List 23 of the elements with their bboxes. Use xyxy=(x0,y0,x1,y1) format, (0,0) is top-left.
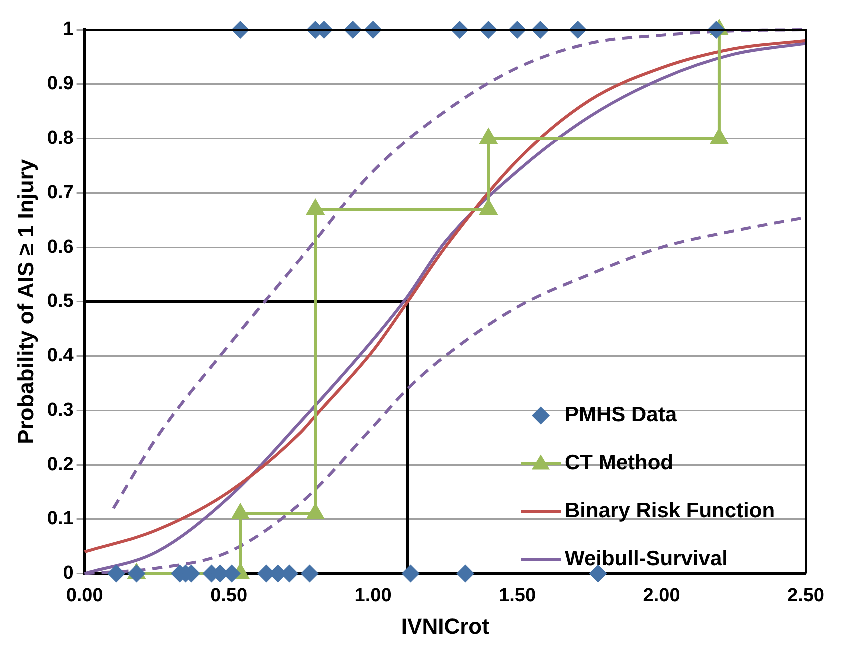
x-tick-label: 1.50 xyxy=(499,585,536,606)
x-tick-label: 0.50 xyxy=(210,585,248,606)
x-tick-label: 0.00 xyxy=(66,585,104,606)
legend-label: Weibull-Survival xyxy=(565,548,728,571)
y-tick-label: 1 xyxy=(63,19,74,40)
x-tick-label: 1.00 xyxy=(354,585,392,606)
y-tick-label: 0.9 xyxy=(47,74,74,95)
x-tick-label: 2.00 xyxy=(643,585,680,606)
x-tick-label: 2.50 xyxy=(788,585,824,606)
y-tick-label: 0.1 xyxy=(47,508,74,530)
y-tick-label: 0 xyxy=(63,563,74,584)
legend-label: PMHS Data xyxy=(565,404,678,427)
legend-label: Binary Risk Function xyxy=(565,500,776,523)
y-tick-label: 0.7 xyxy=(47,182,74,204)
y-tick-label: 0.6 xyxy=(47,236,74,258)
legend-label: CT Method xyxy=(565,452,674,475)
y-tick-label: 0.4 xyxy=(47,346,74,367)
y-tick-label: 0.2 xyxy=(47,454,74,476)
y-tick-label: 0.3 xyxy=(47,400,74,421)
y-tick-label: 0.5 xyxy=(47,291,74,312)
y-axis-title: Probability of AIS ≥ 1 Injury xyxy=(13,158,38,444)
x-axis-title: IVNICrot xyxy=(401,614,490,639)
y-tick-label: 0.8 xyxy=(47,128,74,149)
